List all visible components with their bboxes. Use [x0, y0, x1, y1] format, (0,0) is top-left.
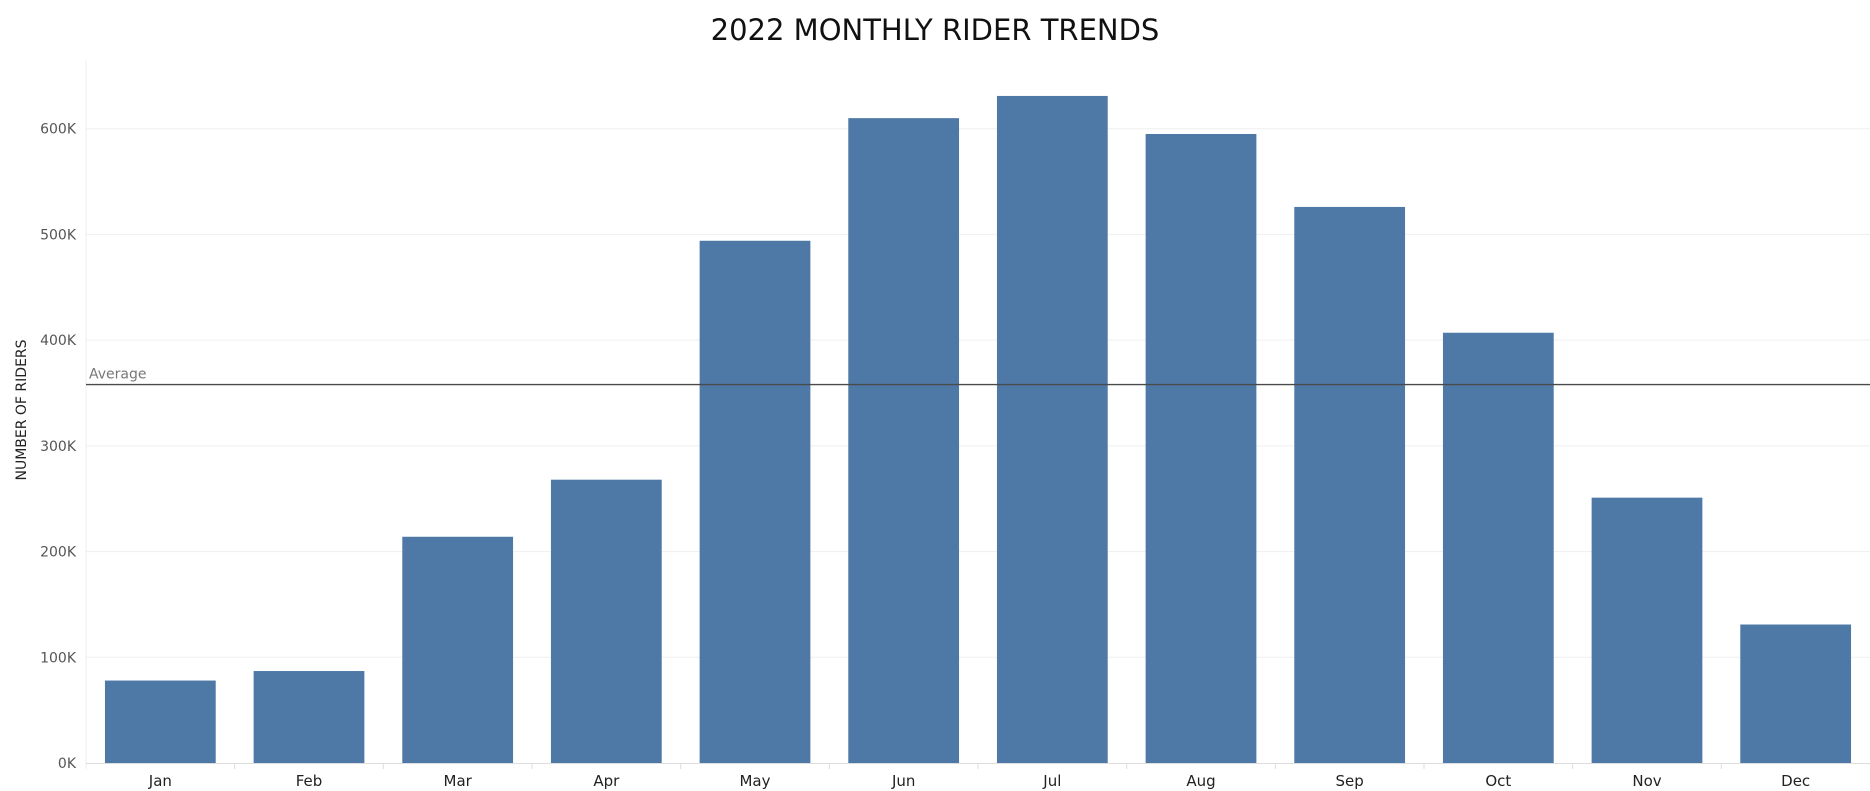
y-tick-label: 500K	[40, 227, 77, 243]
y-tick-label: 400K	[40, 333, 77, 349]
bar-jun[interactable]	[848, 118, 960, 763]
bar-feb[interactable]	[253, 671, 365, 763]
x-tick-label: Jan	[148, 772, 172, 790]
bar-apr[interactable]	[550, 479, 662, 763]
y-axis-label: NUMBER OF RIDERS	[14, 339, 30, 480]
x-tick-label: Mar	[444, 772, 473, 790]
x-tick-label: Apr	[593, 772, 620, 790]
y-tick-label: 200K	[40, 545, 77, 561]
x-tick-label: May	[739, 772, 770, 790]
y-tick-label: 0K	[58, 756, 77, 772]
chart-title: 2022 MONTHLY RIDER TRENDS	[711, 13, 1160, 47]
x-axis-ticks: Jan Feb Mar Apr May Jun Jul Aug Sep Oct Nov Dec	[148, 763, 1810, 790]
y-tick-label: 100K	[40, 650, 77, 666]
bar-aug[interactable]	[1145, 134, 1257, 763]
x-tick-label: Oct	[1485, 772, 1511, 790]
bar-oct[interactable]	[1442, 332, 1554, 763]
reference-line-group: Average	[86, 367, 1870, 386]
y-tick-label: 600K	[40, 122, 77, 138]
bar-dec[interactable]	[1740, 624, 1852, 763]
x-tick-label: Jul	[1042, 772, 1061, 790]
x-tick-label: Jun	[891, 772, 915, 790]
bar-may[interactable]	[699, 240, 811, 763]
bar-sep[interactable]	[1294, 206, 1406, 763]
y-axis-ticks: 0K 100K 200K 300K 400K 500K 600K	[40, 122, 77, 772]
average-reference-label: Average	[89, 367, 147, 383]
x-tick-label: Nov	[1632, 772, 1661, 790]
x-tick-label: Dec	[1781, 772, 1810, 790]
bar-mar[interactable]	[402, 536, 514, 763]
x-tick-label: Feb	[296, 772, 323, 790]
x-tick-label: Sep	[1336, 772, 1364, 790]
bar-jan[interactable]	[104, 680, 216, 763]
gridlines	[86, 128, 1870, 658]
x-tick-label: Aug	[1186, 772, 1215, 790]
y-tick-label: 300K	[40, 439, 77, 455]
bars	[104, 95, 1852, 763]
bar-nov[interactable]	[1591, 497, 1703, 763]
bar-jul[interactable]	[996, 95, 1108, 763]
